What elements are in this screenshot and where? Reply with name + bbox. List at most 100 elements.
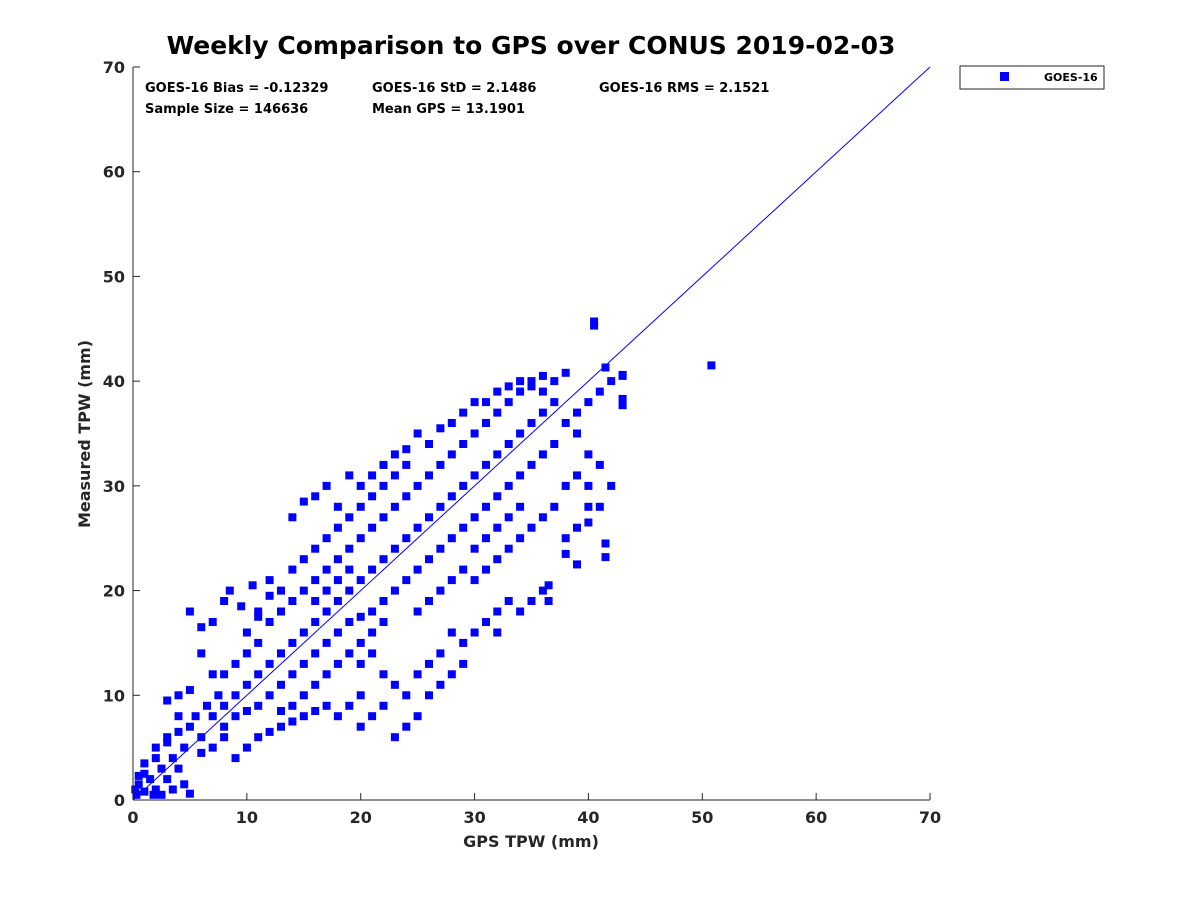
data-point xyxy=(299,586,308,595)
data-point xyxy=(197,623,206,632)
data-point xyxy=(333,628,342,637)
data-point xyxy=(425,691,433,700)
x-tick-label: 30 xyxy=(463,808,485,827)
data-point xyxy=(254,638,263,647)
data-point xyxy=(544,581,553,590)
data-point xyxy=(191,712,200,721)
data-point xyxy=(595,460,604,469)
data-point xyxy=(220,670,229,679)
data-point xyxy=(470,429,479,438)
data-point xyxy=(368,649,377,658)
stat-std: GOES-16 StD = 2.1486 xyxy=(372,81,536,96)
data-point xyxy=(368,492,377,501)
data-point xyxy=(516,377,525,386)
data-point xyxy=(601,363,610,372)
data-point xyxy=(322,586,331,595)
data-point xyxy=(436,460,445,469)
data-point xyxy=(707,361,716,370)
data-point xyxy=(550,398,559,407)
data-point xyxy=(345,544,354,553)
data-point xyxy=(168,754,177,763)
data-point xyxy=(561,481,570,490)
data-point xyxy=(356,612,365,621)
data-point xyxy=(180,743,189,752)
data-point xyxy=(379,597,388,605)
data-point xyxy=(208,743,217,752)
data-point xyxy=(299,555,308,564)
data-point xyxy=(413,670,422,679)
legend-label-goes16: GOES-16 xyxy=(1044,71,1098,84)
data-point xyxy=(299,497,308,506)
data-point xyxy=(157,764,166,773)
stat-mean-gps: Mean GPS = 13.1901 xyxy=(372,102,525,117)
data-point xyxy=(345,701,354,710)
data-point xyxy=(493,523,502,532)
data-point xyxy=(390,450,399,459)
data-point xyxy=(544,597,553,605)
data-point xyxy=(265,691,274,700)
data-point xyxy=(379,555,388,564)
data-point xyxy=(379,701,388,710)
data-point xyxy=(311,492,320,501)
data-point xyxy=(527,377,536,386)
data-point xyxy=(470,544,479,553)
data-point xyxy=(516,502,525,511)
data-point xyxy=(288,717,297,726)
x-axis-ticks: 0 10 20 30 40 50 60 70 xyxy=(127,793,941,827)
data-point xyxy=(538,387,547,396)
data-point xyxy=(459,481,468,490)
data-point xyxy=(265,576,274,585)
data-point xyxy=(151,785,160,794)
data-point xyxy=(333,523,342,532)
data-point xyxy=(368,607,377,616)
data-point xyxy=(595,502,604,511)
data-point xyxy=(254,670,263,679)
data-point xyxy=(299,628,308,637)
data-point xyxy=(356,481,365,490)
data-point xyxy=(345,586,354,595)
chart-title: Weekly Comparison to GPS over CONUS 2019… xyxy=(167,31,896,60)
data-point xyxy=(527,460,536,469)
data-point xyxy=(288,565,297,574)
data-point xyxy=(402,691,411,700)
data-point xyxy=(459,523,468,532)
data-point xyxy=(311,649,320,658)
data-point xyxy=(356,691,365,700)
data-point xyxy=(584,502,593,511)
data-point xyxy=(482,419,490,427)
data-point xyxy=(379,670,388,679)
data-point xyxy=(482,398,490,407)
data-point xyxy=(436,502,445,511)
data-point xyxy=(493,408,502,417)
data-point xyxy=(618,394,627,403)
data-point xyxy=(470,513,479,522)
data-point xyxy=(584,481,593,490)
data-point xyxy=(584,450,593,459)
data-point xyxy=(601,539,610,548)
data-point xyxy=(185,789,194,798)
data-point xyxy=(504,398,513,407)
data-point xyxy=(277,649,285,658)
data-point xyxy=(254,607,263,616)
data-point xyxy=(550,377,559,386)
data-point xyxy=(504,597,513,605)
data-point xyxy=(516,387,525,396)
legend: GOES-16 xyxy=(959,65,1105,90)
data-point xyxy=(163,738,172,747)
data-point xyxy=(413,565,422,574)
data-point xyxy=(265,727,274,736)
data-point xyxy=(436,649,445,658)
data-point xyxy=(220,701,229,710)
x-tick-label: 40 xyxy=(577,808,599,827)
data-point xyxy=(447,576,456,585)
data-point xyxy=(140,787,149,796)
data-point xyxy=(447,534,456,543)
data-point xyxy=(573,471,581,480)
data-point xyxy=(220,597,229,605)
y-tick-label: 10 xyxy=(103,686,125,705)
data-point xyxy=(459,659,468,668)
data-point xyxy=(436,680,445,689)
data-point xyxy=(322,481,331,490)
data-point xyxy=(277,707,285,715)
data-point xyxy=(368,523,377,532)
